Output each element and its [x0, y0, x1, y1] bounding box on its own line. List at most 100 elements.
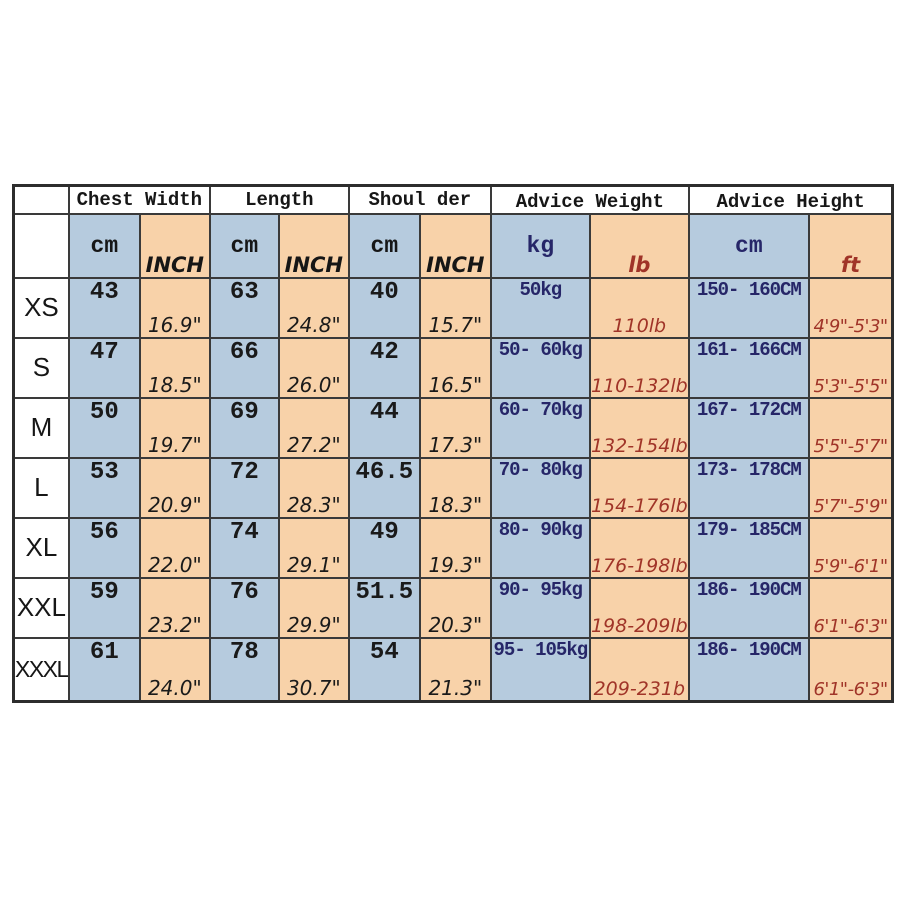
shoulder-inch-value: 18.3"	[418, 456, 492, 519]
height-cm-value: 167- 172CM	[687, 396, 810, 459]
shoulder-cm-value: 51.5	[347, 576, 421, 639]
unit-weight-kg: kg	[489, 212, 591, 279]
group-header-row: Chest Width Length Shoul der Advice Weig…	[12, 184, 894, 215]
shoulder-inch-value: 19.3"	[418, 516, 492, 579]
table-row-xl: XL 56 22.0" 74 29.1" 49 19.3" 80- 90kg 1…	[12, 516, 894, 579]
unit-chest-inch: INCH	[138, 212, 211, 279]
length-inch-value: 24.8"	[277, 276, 350, 339]
length-cm-value: 74	[208, 516, 280, 579]
chest-inch-value: 22.0"	[138, 516, 211, 579]
size-label: XXXL	[12, 636, 70, 703]
weight-lb-value: 154-176lb	[588, 456, 690, 519]
length-cm-value: 78	[208, 636, 280, 703]
length-inch-value: 29.9"	[277, 576, 350, 639]
column-group-chest-width: Chest Width	[67, 184, 211, 215]
size-label: XL	[12, 516, 70, 579]
unit-shoulder-cm: cm	[347, 212, 421, 279]
height-cm-value: 186- 190CM	[687, 576, 810, 639]
shoulder-inch-value: 17.3"	[418, 396, 492, 459]
chest-cm-value: 59	[67, 576, 141, 639]
size-label: XXL	[12, 576, 70, 639]
unit-height-cm: cm	[687, 212, 810, 279]
size-chart-table: Chest Width Length Shoul der Advice Weig…	[12, 184, 895, 703]
table-row-l: L 53 20.9" 72 28.3" 46.5 18.3" 70- 80kg …	[12, 456, 894, 519]
chest-cm-value: 43	[67, 276, 141, 339]
size-label: XS	[12, 276, 70, 339]
chest-inch-value: 19.7"	[138, 396, 211, 459]
length-cm-value: 76	[208, 576, 280, 639]
length-cm-value: 63	[208, 276, 280, 339]
weight-kg-value: 95- 105kg	[489, 636, 591, 703]
shoulder-inch-value: 20.3"	[418, 576, 492, 639]
size-label: S	[12, 336, 70, 399]
weight-lb-value: 198-209lb	[588, 576, 690, 639]
weight-kg-value: 50kg	[489, 276, 591, 339]
height-ft-value: 5'7"-5'9"	[807, 456, 894, 519]
chest-cm-value: 61	[67, 636, 141, 703]
length-inch-value: 27.2"	[277, 396, 350, 459]
size-label: L	[12, 456, 70, 519]
table-row-s: S 47 18.5" 66 26.0" 42 16.5" 50- 60kg 11…	[12, 336, 894, 399]
length-inch-value: 28.3"	[277, 456, 350, 519]
height-cm-value: 150- 160CM	[687, 276, 810, 339]
size-label: M	[12, 396, 70, 459]
shoulder-cm-value: 46.5	[347, 456, 421, 519]
chest-cm-value: 50	[67, 396, 141, 459]
weight-lb-value: 110-132lb	[588, 336, 690, 399]
chest-cm-value: 47	[67, 336, 141, 399]
weight-kg-value: 70- 80kg	[489, 456, 591, 519]
shoulder-cm-value: 40	[347, 276, 421, 339]
weight-lb-value: 209-231b	[588, 636, 690, 703]
height-ft-value: 5'3"-5'5"	[807, 336, 894, 399]
height-cm-value: 161- 166CM	[687, 336, 810, 399]
height-ft-value: 5'9"-6'1"	[807, 516, 894, 579]
length-cm-value: 69	[208, 396, 280, 459]
height-ft-value: 4'9"-5'3"	[807, 276, 894, 339]
weight-kg-value: 90- 95kg	[489, 576, 591, 639]
weight-lb-value: 110lb	[588, 276, 690, 339]
weight-lb-value: 176-198lb	[588, 516, 690, 579]
shoulder-cm-value: 42	[347, 336, 421, 399]
corner-cell	[12, 212, 70, 279]
height-cm-value: 173- 178CM	[687, 456, 810, 519]
length-cm-value: 66	[208, 336, 280, 399]
table-row-m: M 50 19.7" 69 27.2" 44 17.3" 60- 70kg 13…	[12, 396, 894, 459]
unit-length-inch: INCH	[277, 212, 350, 279]
height-cm-value: 179- 185CM	[687, 516, 810, 579]
column-group-advice-height: Advice Height	[687, 184, 894, 215]
chest-inch-value: 20.9"	[138, 456, 211, 519]
unit-length-cm: cm	[208, 212, 280, 279]
shoulder-cm-value: 54	[347, 636, 421, 703]
length-inch-value: 30.7"	[277, 636, 350, 703]
table-row-xxxl: XXXL 61 24.0" 78 30.7" 54 21.3" 95- 105k…	[12, 636, 894, 703]
length-inch-value: 29.1"	[277, 516, 350, 579]
weight-kg-value: 50- 60kg	[489, 336, 591, 399]
shoulder-inch-value: 15.7"	[418, 276, 492, 339]
chest-inch-value: 24.0"	[138, 636, 211, 703]
chest-cm-value: 53	[67, 456, 141, 519]
length-inch-value: 26.0"	[277, 336, 350, 399]
shoulder-inch-value: 16.5"	[418, 336, 492, 399]
column-group-shoulder: Shoul der	[347, 184, 492, 215]
height-ft-value: 5'5"-5'7"	[807, 396, 894, 459]
length-cm-value: 72	[208, 456, 280, 519]
column-group-advice-weight: Advice Weight	[489, 184, 690, 215]
table-row-xs: XS 43 16.9" 63 24.8" 40 15.7" 50kg 110lb…	[12, 276, 894, 339]
shoulder-cm-value: 49	[347, 516, 421, 579]
unit-shoulder-inch: INCH	[418, 212, 492, 279]
corner-cell	[12, 184, 70, 215]
unit-weight-lb: lb	[588, 212, 690, 279]
table-row-xxl: XXL 59 23.2" 76 29.9" 51.5 20.3" 90- 95k…	[12, 576, 894, 639]
unit-chest-cm: cm	[67, 212, 141, 279]
chest-inch-value: 23.2"	[138, 576, 211, 639]
unit-header-row: cm INCH cm INCH cm INCH kg lb cm ft	[12, 212, 894, 279]
weight-lb-value: 132-154lb	[588, 396, 690, 459]
chest-cm-value: 56	[67, 516, 141, 579]
chest-inch-value: 18.5"	[138, 336, 211, 399]
column-group-length: Length	[208, 184, 350, 215]
height-cm-value: 186- 190CM	[687, 636, 810, 703]
height-ft-value: 6'1"-6'3"	[807, 636, 894, 703]
weight-kg-value: 60- 70kg	[489, 396, 591, 459]
height-ft-value: 6'1"-6'3"	[807, 576, 894, 639]
unit-height-ft: ft	[807, 212, 894, 279]
